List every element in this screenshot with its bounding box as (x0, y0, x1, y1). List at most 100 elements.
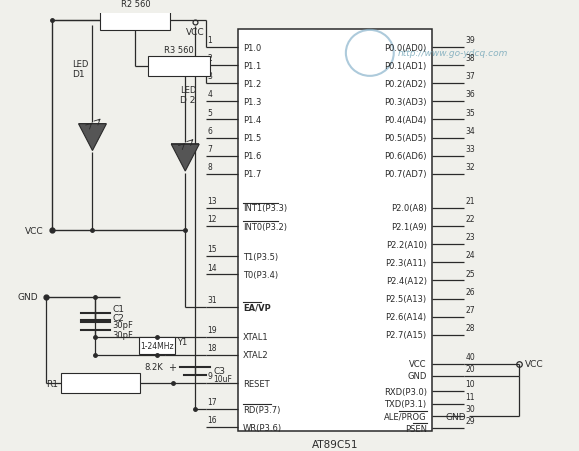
Text: 29: 29 (466, 416, 475, 425)
Text: 23: 23 (466, 233, 475, 242)
Text: 11: 11 (466, 392, 475, 401)
Text: P1.7: P1.7 (243, 170, 262, 179)
Text: TXD(P3.1): TXD(P3.1) (384, 400, 427, 409)
Text: P1.5: P1.5 (243, 134, 261, 143)
Text: INT0(P3.2): INT0(P3.2) (243, 222, 287, 231)
Text: ALE/PROG: ALE/PROG (384, 412, 427, 421)
Text: P1.2: P1.2 (243, 79, 261, 88)
Text: GND: GND (18, 292, 39, 301)
Text: 30pF: 30pF (112, 321, 133, 330)
Text: P2.7(A15): P2.7(A15) (386, 331, 427, 340)
Text: VCC: VCC (25, 226, 43, 235)
Text: 33: 33 (466, 144, 475, 153)
Text: P0.5(AD5): P0.5(AD5) (384, 134, 427, 143)
Text: +: + (168, 362, 176, 372)
Text: VCC: VCC (409, 359, 427, 368)
Text: 18: 18 (207, 343, 217, 352)
Text: XTAL2: XTAL2 (243, 350, 269, 359)
Text: 2: 2 (207, 54, 212, 63)
Text: 35: 35 (466, 108, 475, 117)
Text: C3: C3 (213, 367, 225, 376)
Bar (140, 337, 175, 354)
Text: 5: 5 (207, 108, 212, 117)
Text: R3 560: R3 560 (164, 46, 194, 55)
Text: Y1: Y1 (177, 337, 188, 346)
Bar (148, 57, 210, 76)
Text: http://www.go-ydcq.com: http://www.go-ydcq.com (398, 49, 508, 58)
Text: 10uF: 10uF (213, 374, 232, 383)
Text: P1.0: P1.0 (243, 43, 261, 52)
Text: VCC: VCC (525, 359, 543, 368)
Text: P0.1(AD1): P0.1(AD1) (384, 61, 427, 70)
Text: 40: 40 (466, 352, 475, 361)
Text: 21: 21 (466, 197, 475, 206)
Text: 4: 4 (207, 90, 212, 99)
Text: RD(P3.7): RD(P3.7) (243, 405, 280, 414)
Text: 17: 17 (207, 397, 217, 406)
Text: EA/VP: EA/VP (243, 303, 271, 311)
Text: P2.3(A11): P2.3(A11) (386, 258, 427, 267)
Text: P1.4: P1.4 (243, 116, 261, 124)
Text: 16: 16 (207, 415, 217, 424)
Text: 30pF: 30pF (112, 330, 133, 339)
Text: P2.6(A14): P2.6(A14) (386, 313, 427, 322)
Text: 10: 10 (466, 379, 475, 388)
Text: 34: 34 (466, 126, 475, 135)
Text: P2.2(A10): P2.2(A10) (386, 240, 427, 249)
Text: 13: 13 (207, 197, 217, 206)
Text: T0(P3.4): T0(P3.4) (243, 270, 278, 279)
Text: P2.4(A12): P2.4(A12) (386, 276, 427, 285)
Text: 8: 8 (207, 162, 212, 171)
Bar (238, 30, 432, 431)
Text: PSEN: PSEN (405, 423, 427, 433)
Text: 20: 20 (466, 364, 475, 373)
Text: WR(P3.6): WR(P3.6) (243, 423, 282, 432)
Text: P2.0(A8): P2.0(A8) (391, 204, 427, 213)
Text: C1: C1 (112, 304, 124, 313)
Text: 28: 28 (466, 323, 475, 332)
Text: 22: 22 (466, 215, 475, 224)
Text: AT89C51: AT89C51 (312, 439, 358, 449)
Text: LED: LED (72, 60, 89, 69)
Text: D1: D1 (72, 69, 85, 78)
Text: RXD(P3.0): RXD(P3.0) (384, 387, 427, 396)
Bar (61, 373, 140, 393)
Text: 26: 26 (466, 287, 475, 296)
Text: 30: 30 (466, 404, 475, 413)
Text: 19: 19 (207, 325, 217, 334)
Text: 3: 3 (207, 72, 212, 81)
Text: D 2: D 2 (180, 96, 196, 105)
Text: P0.2(AD2): P0.2(AD2) (384, 79, 427, 88)
Text: XTAL1: XTAL1 (243, 332, 269, 341)
Text: P2.1(A9): P2.1(A9) (391, 222, 427, 231)
Text: 25: 25 (466, 269, 475, 278)
Text: 31: 31 (207, 295, 217, 304)
Text: VCC: VCC (186, 28, 204, 37)
Text: P1.1: P1.1 (243, 61, 261, 70)
Text: GND: GND (446, 412, 467, 421)
Text: GND: GND (407, 372, 427, 381)
Text: P2.5(A13): P2.5(A13) (386, 295, 427, 304)
Text: 1-24MHz: 1-24MHz (141, 341, 174, 350)
Text: INT1(P3.3): INT1(P3.3) (243, 204, 287, 213)
Text: R1: R1 (46, 379, 58, 388)
Text: P0.6(AD6): P0.6(AD6) (384, 152, 427, 161)
Polygon shape (171, 145, 199, 172)
Text: 27: 27 (466, 305, 475, 314)
Bar (100, 12, 170, 31)
Text: 14: 14 (207, 263, 217, 272)
Text: P1.6: P1.6 (243, 152, 262, 161)
Text: T1(P3.5): T1(P3.5) (243, 252, 278, 261)
Text: 39: 39 (466, 36, 475, 45)
Text: 6: 6 (207, 126, 212, 135)
Text: 36: 36 (466, 90, 475, 99)
Text: P1.3: P1.3 (243, 97, 262, 106)
Text: P0.3(AD3): P0.3(AD3) (384, 97, 427, 106)
Text: 12: 12 (207, 215, 217, 224)
Text: RESET: RESET (243, 379, 270, 388)
Text: 8.2K: 8.2K (144, 362, 163, 371)
Text: P0.0(AD0): P0.0(AD0) (384, 43, 427, 52)
Text: P0.4(AD4): P0.4(AD4) (384, 116, 427, 124)
Polygon shape (79, 124, 107, 151)
Text: 1: 1 (207, 36, 212, 45)
